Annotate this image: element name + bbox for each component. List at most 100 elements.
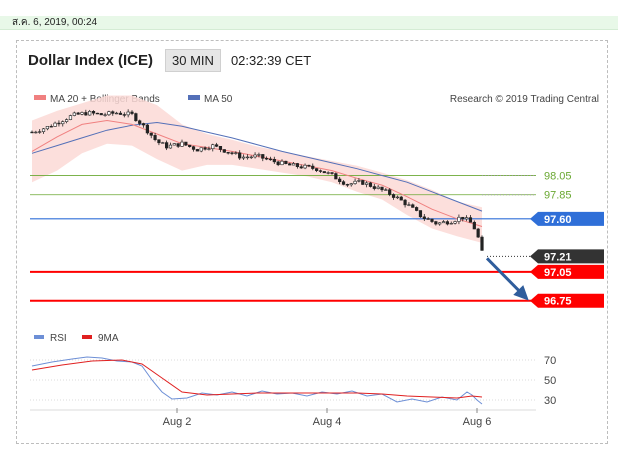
timeframe-button[interactable]: 30 MIN	[165, 48, 221, 72]
candle-body	[76, 112, 80, 115]
candle-body	[395, 196, 399, 199]
candle-body	[365, 182, 369, 185]
candle-body	[326, 172, 330, 174]
candle-body	[480, 236, 484, 251]
candle-body	[322, 171, 326, 174]
candle-body	[384, 189, 388, 191]
candle-body	[234, 152, 238, 154]
candle-body	[307, 164, 311, 167]
candle-body	[245, 156, 249, 159]
candle-body	[126, 111, 130, 116]
candle-body	[118, 112, 123, 115]
candle-body	[211, 144, 215, 150]
candle-body	[134, 113, 138, 122]
candle-body	[268, 158, 273, 161]
candle-body	[261, 154, 265, 159]
candle-body	[295, 163, 299, 168]
candle-body	[91, 111, 96, 114]
time-tick-label: Aug 2	[163, 416, 192, 428]
candle-body	[111, 111, 115, 114]
candle-body	[288, 163, 292, 166]
chart-title: Dollar Index (ICE)	[28, 51, 154, 69]
candle-body	[449, 222, 453, 225]
candle-body	[380, 186, 384, 191]
candle-body	[226, 152, 230, 154]
candle-body	[215, 144, 219, 147]
candle-body	[195, 149, 199, 152]
candle-body	[311, 165, 315, 169]
candle-body	[465, 217, 469, 220]
candle-body	[130, 111, 134, 114]
candle-body	[138, 120, 142, 124]
candle-body	[34, 131, 38, 134]
candle-body	[372, 186, 376, 189]
candle-body	[265, 158, 269, 160]
candle-body	[199, 147, 203, 152]
level-tag-97.05	[530, 264, 604, 279]
bollinger-band	[32, 95, 482, 243]
candle-body	[330, 172, 334, 174]
candle-body	[411, 204, 415, 208]
candle-body	[149, 132, 153, 136]
candle-body	[353, 180, 357, 184]
candle-body	[107, 111, 111, 116]
candle-body	[453, 221, 457, 224]
rsi-tick-30: 30	[544, 395, 556, 407]
candle-body	[161, 142, 165, 144]
level-tag-97.21	[530, 249, 604, 264]
rsi-tick-70: 70	[544, 355, 556, 367]
candle-body	[249, 156, 253, 159]
rsi-legend-swatch	[34, 335, 44, 339]
ma9-legend-label: 9MA	[98, 333, 119, 344]
candle-body	[368, 182, 373, 187]
candle-body	[30, 131, 34, 134]
candle-body	[153, 135, 157, 141]
candle-body	[241, 156, 246, 159]
rsi-series-rsi	[31, 356, 483, 405]
candle-body	[218, 146, 223, 150]
candle-body	[203, 147, 207, 150]
clock-text: 02:32:39 CET	[230, 52, 312, 68]
candle-body	[207, 148, 211, 150]
candle-body	[41, 128, 46, 132]
date-bar: ส.ค. 6, 2019, 00:24	[0, 16, 618, 30]
credit-text: Research © 2019 Trading Central	[450, 94, 599, 105]
level-label-97.60: 97.60	[544, 214, 572, 226]
candle-body	[165, 142, 169, 149]
candle-body	[184, 141, 188, 146]
candle-body	[80, 112, 84, 115]
candle-body	[57, 122, 61, 125]
level-label-98.05: 98.05	[544, 170, 572, 182]
candle-body	[291, 163, 296, 166]
time-axis: Aug 2 Aug 4 Aug 6	[30, 408, 536, 428]
candle-body	[407, 204, 411, 206]
candle-body	[361, 180, 365, 185]
candle-body	[403, 199, 407, 206]
price-panel: 98.05 97.85 97.60 97.21 97.05 96.75	[30, 95, 604, 308]
ma50-line	[31, 121, 483, 212]
candle-body	[115, 112, 119, 115]
candle-body	[188, 144, 192, 147]
rsi-panel: 70 50 30	[30, 355, 556, 407]
candle-body	[176, 143, 180, 147]
candle-body	[468, 217, 473, 223]
ma20-line	[31, 119, 483, 227]
candle-body	[422, 216, 426, 219]
candle-body	[303, 164, 307, 169]
forecast-arrow-head	[513, 285, 529, 301]
candle-body	[299, 166, 303, 169]
candle-body	[461, 216, 465, 220]
candle-body	[418, 210, 423, 218]
candle-body	[49, 126, 53, 128]
time-tick-label: Aug 6	[463, 416, 492, 428]
level-tag-96.75	[530, 293, 604, 308]
level-label-97.05: 97.05	[544, 267, 572, 279]
candle-body	[99, 113, 103, 116]
candle-body	[399, 196, 403, 201]
candle-body	[280, 160, 284, 166]
date-text: ส.ค. 6, 2019, 00:24	[12, 17, 98, 28]
candle-body	[68, 115, 73, 120]
candle-body	[222, 149, 226, 153]
candle-body	[345, 184, 349, 186]
ma50-legend-label: MA 50	[204, 94, 233, 105]
